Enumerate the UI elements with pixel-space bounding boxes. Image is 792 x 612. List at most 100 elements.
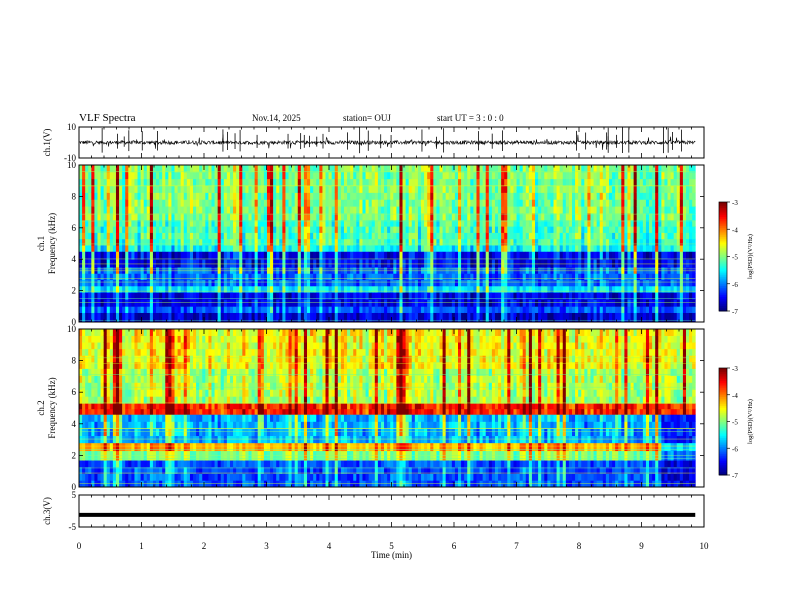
sp1-cell [470, 199, 474, 207]
sp1-cell [236, 273, 240, 281]
sp1-cell [115, 165, 120, 173]
sp1-cell [538, 213, 542, 221]
sp1-cell [652, 273, 656, 281]
sp1-cell [661, 251, 665, 260]
sp1-cell [263, 299, 268, 307]
sp1-cell [621, 306, 625, 313]
sp1-cell [655, 251, 659, 260]
sp1-cell [476, 279, 480, 287]
sp1-cell [513, 285, 517, 293]
sp1-cell [177, 192, 182, 200]
sp1-cell [630, 299, 635, 307]
sp1-cell [300, 299, 305, 307]
sp1-cell [196, 192, 200, 200]
sp1-cell [562, 185, 567, 193]
sp1-cell [436, 279, 440, 287]
sp1-cell [202, 306, 206, 313]
sp1-cell [350, 213, 354, 221]
sp1-cell [624, 238, 628, 246]
sp1-cell [380, 299, 385, 307]
sp1-cell [291, 259, 296, 268]
sp1-cell [371, 306, 376, 313]
sp1-cell [350, 226, 354, 233]
sp1-cell [587, 238, 591, 246]
sp1-cell [408, 251, 413, 260]
sp1-cell [624, 299, 628, 307]
sp1-cell [414, 226, 419, 233]
sp1-cell [328, 171, 333, 180]
sp1-cell [149, 292, 154, 300]
sp1-cell [162, 267, 166, 274]
sp1-cell [510, 259, 514, 268]
sp1-cell [676, 299, 681, 307]
sp1-cell [621, 178, 625, 187]
sp2-cell [85, 389, 89, 397]
sp1-cell [544, 312, 548, 323]
sp1-cell [676, 199, 681, 207]
sp1-cell [343, 192, 348, 200]
sp1-cell [504, 213, 508, 221]
sp1-cell [236, 178, 240, 187]
sp1-cell [414, 232, 419, 240]
sp1-cell [208, 226, 212, 233]
sp1-cell [128, 279, 132, 287]
sp1-cell [633, 245, 638, 252]
sp1-cell [307, 171, 311, 180]
sp1-cell [575, 251, 579, 260]
sp1-cell [676, 213, 681, 221]
sp1-cell [513, 279, 517, 287]
sp1-cell [686, 232, 690, 240]
sp1-cell [501, 267, 505, 274]
sp1-cell [226, 165, 231, 173]
sp1-cell [442, 192, 447, 200]
sp1-cell [119, 306, 123, 313]
sp1-cell [550, 165, 554, 173]
sp1-cell [282, 267, 286, 274]
sp1-cell [522, 273, 527, 281]
sp1-cell [140, 165, 145, 173]
sp1-cell [559, 267, 564, 274]
sp1-cell [359, 171, 363, 180]
sp1-cell [454, 192, 459, 200]
sp1-cell [310, 312, 314, 323]
sp1-cell [371, 192, 376, 200]
sp1-cell [239, 219, 243, 227]
sp1-cell [368, 232, 373, 240]
sp1-cell [371, 245, 376, 252]
sp1-cell [340, 306, 345, 313]
sp1-cell [612, 165, 616, 173]
sp1-cell [393, 267, 397, 274]
sp1-cell [547, 251, 551, 260]
sp1-cell [162, 171, 166, 180]
sp1-cell [85, 192, 89, 200]
sp1-cell [649, 285, 653, 293]
sp1-cell [384, 312, 388, 323]
sp1-cell [334, 165, 339, 173]
sp1-cell [217, 251, 222, 260]
sp1-cell [399, 259, 403, 268]
sp1-cell [380, 213, 385, 221]
sp1-cell [676, 165, 681, 173]
sp1-cell [565, 306, 570, 313]
sp1-cell [325, 226, 329, 233]
sp1-cell [612, 219, 616, 227]
sp1-cell [384, 251, 388, 260]
sp1-cell [572, 171, 576, 180]
sp1-cell [516, 299, 521, 307]
sp1-cell [288, 219, 292, 227]
sp1-cell [602, 273, 607, 281]
sp1-cell [393, 178, 397, 187]
sp1-cell [498, 238, 502, 246]
sp1-cell [682, 178, 687, 187]
sp1-cell [510, 199, 514, 207]
sp1-cell [417, 306, 422, 313]
sp1-cell [633, 185, 638, 193]
sp1-cell [146, 279, 151, 287]
sp1-cell [359, 292, 363, 300]
sp1-cell [467, 178, 471, 187]
sp1-cell [445, 213, 450, 221]
sp1-cell [168, 273, 172, 281]
sp1-cell [297, 273, 302, 281]
sp1-cell [645, 171, 650, 180]
sp1-cell [174, 267, 178, 274]
